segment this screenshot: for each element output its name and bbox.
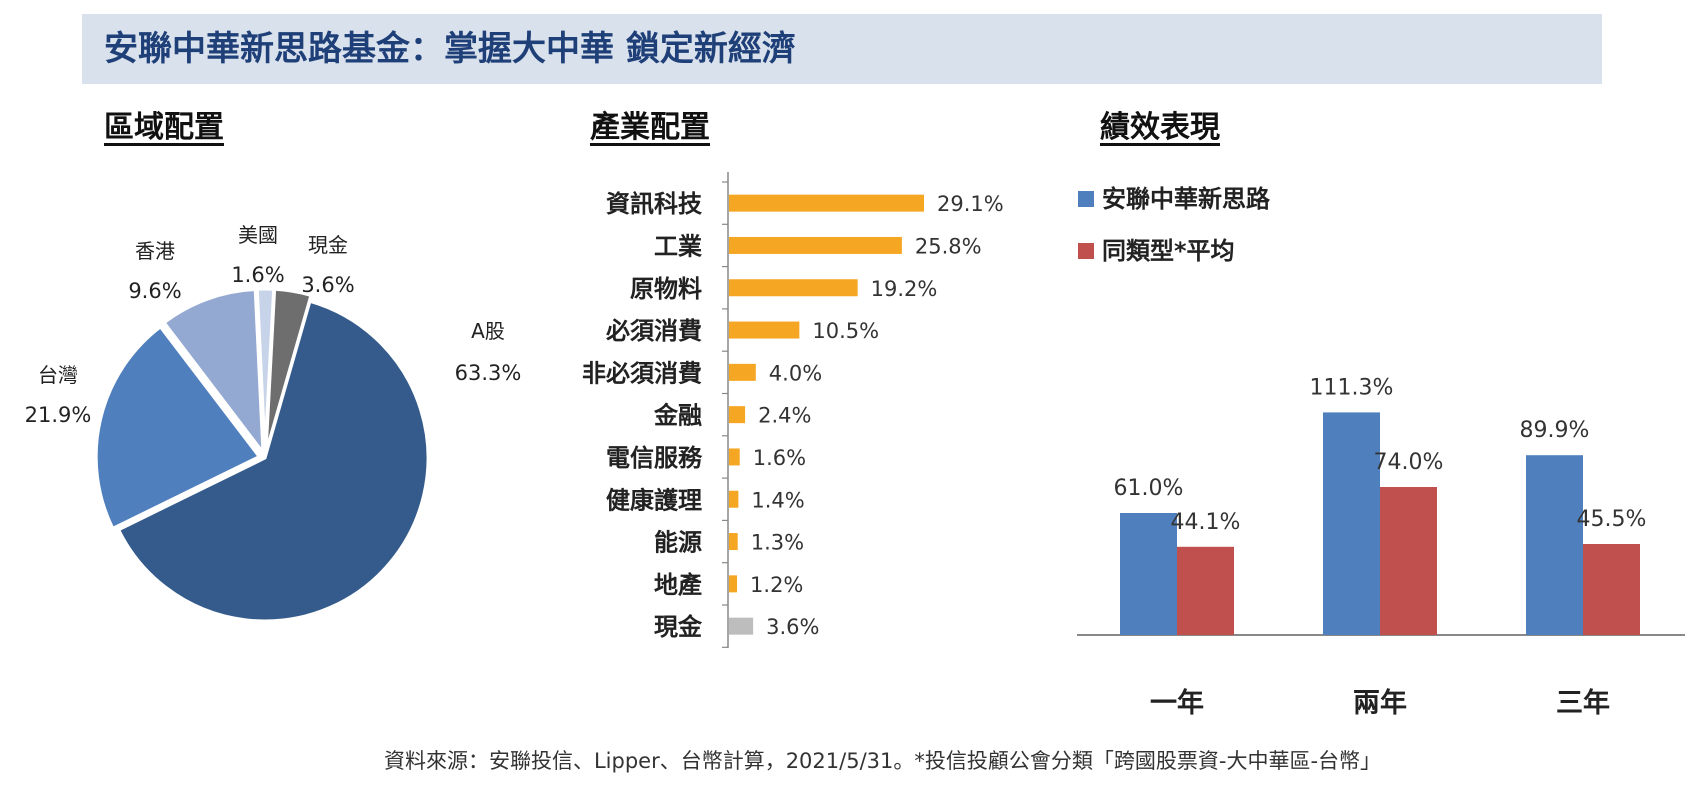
bar (729, 533, 738, 551)
category-label: 非必須消費 (582, 359, 702, 387)
bar-value-label: 74.0% (1374, 450, 1444, 475)
bar-value-label: 19.2% (871, 277, 938, 301)
pie-value-label: 63.3% (455, 361, 522, 385)
bar-value-label: 89.9% (1520, 418, 1590, 443)
bar-value-label: 1.6% (753, 446, 806, 470)
category-label: 電信服務 (606, 444, 703, 472)
bar-value-label: 1.3% (751, 531, 804, 555)
bar (729, 448, 740, 466)
pie-label: 美國 (238, 223, 278, 247)
category-label: 工業 (654, 232, 702, 260)
x-category-label: 一年 (1150, 687, 1204, 719)
bar-value-label: 2.4% (758, 404, 811, 428)
category-label: 現金 (654, 613, 703, 641)
page-title: 安聯中華新思路基金：掌握大中華 鎖定新經濟 (104, 29, 796, 69)
pie-slice (264, 287, 313, 453)
bar (729, 575, 738, 593)
category-label: 原物料 (630, 275, 702, 303)
bar (1120, 513, 1177, 635)
bar (729, 321, 800, 339)
legend-label: 同類型*平均 (1102, 237, 1235, 265)
bar (1380, 487, 1437, 635)
source-note: 資料來源：安聯投信、Lipper、台幣計算，2021/5/31。*投信投顧公會分… (383, 749, 1382, 773)
category-label: 地產 (654, 571, 702, 599)
bar-value-label: 111.3% (1310, 375, 1394, 400)
category-label: 資訊科技 (606, 190, 703, 218)
pie-slice (162, 287, 265, 458)
bar-value-label: 3.6% (766, 615, 819, 639)
bar (729, 406, 746, 424)
pie-slice (94, 324, 262, 531)
pie-value-label: 1.6% (231, 263, 284, 287)
bar-value-label: 1.4% (751, 488, 804, 512)
region-pie-chart: A股 63.3% 台灣 21.9% 香港 9.6% 美國 1.6% 現金 3.6% (25, 223, 522, 623)
x-category-label: 三年 (1556, 687, 1610, 719)
bar (1177, 546, 1234, 635)
bar (1526, 455, 1583, 635)
pie-value-label: 21.9% (25, 403, 92, 427)
pie-label: 現金 (308, 233, 348, 257)
category-label: 能源 (654, 529, 702, 557)
category-label: 必須消費 (606, 317, 702, 345)
bar (729, 279, 858, 297)
category-label: 健康護理 (606, 486, 702, 514)
legend-label: 安聯中華新思路 (1102, 185, 1271, 213)
bar (729, 617, 754, 635)
bar-value-label: 4.0% (769, 361, 822, 385)
pie-value-label: 3.6% (301, 273, 354, 297)
pie-value-label: 9.6% (128, 279, 181, 303)
bar-value-label: 1.2% (750, 573, 803, 597)
category-label: 金融 (653, 402, 702, 430)
performance-section-title: 績效表現 (1100, 110, 1220, 145)
pie-label: 台灣 (38, 363, 78, 387)
bar-value-label: 61.0% (1114, 476, 1184, 501)
legend-swatch (1078, 243, 1094, 259)
pie-slice (116, 299, 430, 623)
pie-label: A股 (471, 319, 505, 343)
bar-value-label: 44.1% (1171, 510, 1241, 535)
industry-section-title: 產業配置 (590, 110, 710, 145)
pie-label: 香港 (135, 239, 175, 263)
bar (729, 194, 924, 212)
performance-bar-chart: 61.0% 44.1% 一年 111.3% 74.0% 兩年 89.9% 45.5% 三年 安聯中… (1077, 185, 1685, 719)
title-banner: 安聯中華新思路基金：掌握大中華 鎖定新經濟 (82, 14, 1602, 84)
bar (729, 490, 739, 508)
bar (729, 363, 756, 381)
industry-bar-chart: 資訊科技 29.1% 工業 25.8% 原物料 19.2% 必須消費 10.5% 非必須消費 4.… (582, 172, 1004, 648)
legend-swatch (1078, 191, 1094, 207)
bar (1583, 544, 1640, 635)
bar-value-label: 10.5% (812, 319, 879, 343)
bar (1323, 412, 1380, 635)
bar (729, 236, 902, 254)
x-category-label: 兩年 (1353, 687, 1407, 719)
bar-value-label: 25.8% (915, 234, 982, 258)
bar-value-label: 45.5% (1577, 507, 1647, 532)
region-section-title: 區域配置 (104, 110, 224, 145)
bar-value-label: 29.1% (937, 192, 1004, 216)
